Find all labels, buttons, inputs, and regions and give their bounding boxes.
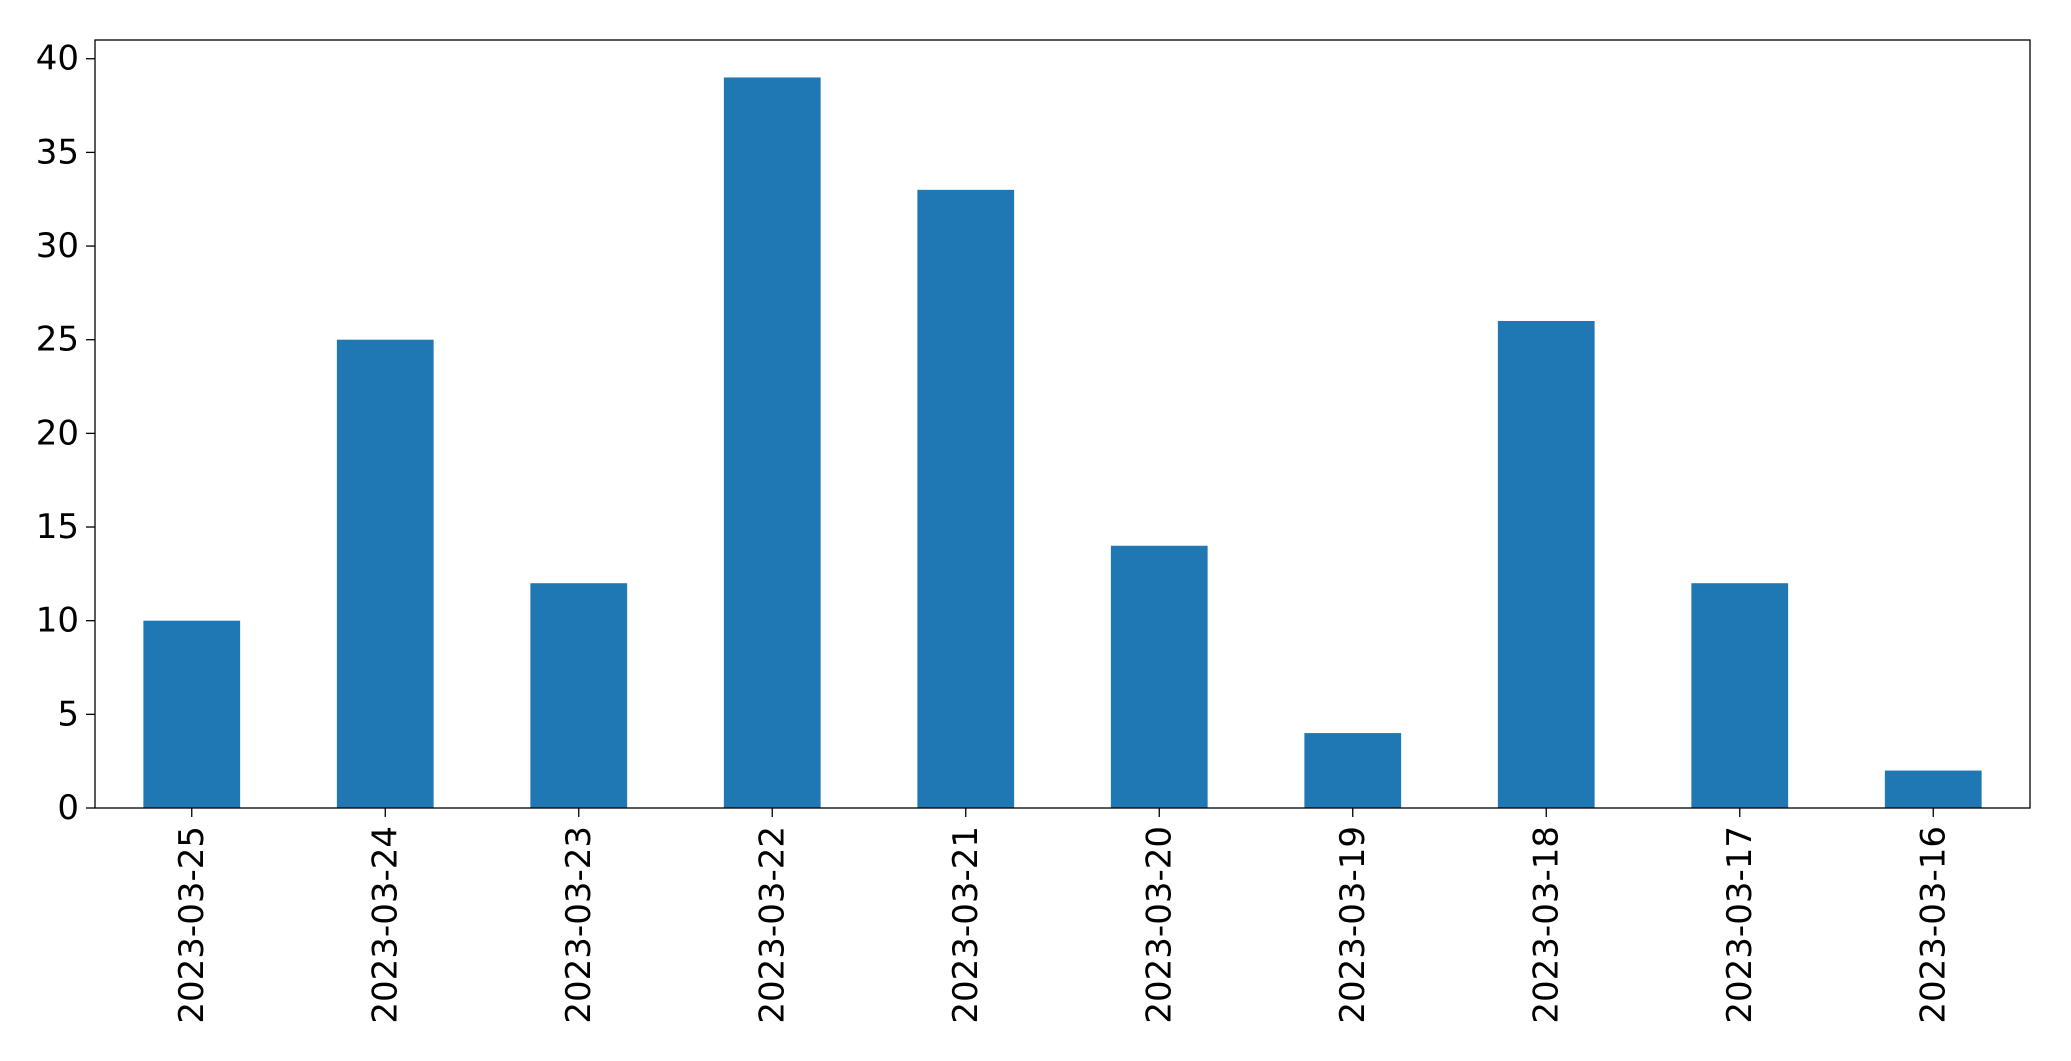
- x-tick-label: 2023-03-21: [946, 826, 986, 1024]
- bar: [723, 77, 821, 808]
- bar: [1884, 770, 1982, 808]
- x-tick-label: 2023-03-16: [1913, 826, 1953, 1024]
- x-tick-label: 2023-03-19: [1333, 826, 1373, 1024]
- y-tick-label: 30: [36, 226, 79, 266]
- x-tick-label: 2023-03-18: [1526, 826, 1566, 1024]
- x-tick-label: 2023-03-25: [172, 826, 212, 1024]
- y-tick-label: 40: [36, 39, 79, 79]
- bar: [143, 620, 241, 808]
- y-tick-label: 10: [36, 601, 79, 641]
- bar: [917, 189, 1015, 809]
- bar: [530, 583, 628, 808]
- bar: [1304, 733, 1402, 808]
- x-tick-label: 2023-03-24: [365, 826, 405, 1024]
- y-tick-label: 20: [36, 413, 79, 453]
- x-tick-label: 2023-03-20: [1139, 826, 1179, 1024]
- y-tick-label: 15: [36, 507, 79, 547]
- bar: [1497, 320, 1595, 808]
- y-tick-label: 35: [36, 132, 79, 172]
- bar: [1110, 545, 1208, 808]
- x-tick-label: 2023-03-23: [559, 826, 599, 1024]
- y-tick-label: 0: [57, 788, 79, 828]
- bar: [1691, 583, 1789, 808]
- plot-frame: [94, 39, 2031, 809]
- y-tick-label: 5: [57, 694, 79, 734]
- x-tick-label: 2023-03-22: [752, 826, 792, 1024]
- y-tick-label: 25: [36, 320, 79, 360]
- x-tick-label: 2023-03-17: [1720, 826, 1760, 1024]
- bar: [336, 339, 434, 808]
